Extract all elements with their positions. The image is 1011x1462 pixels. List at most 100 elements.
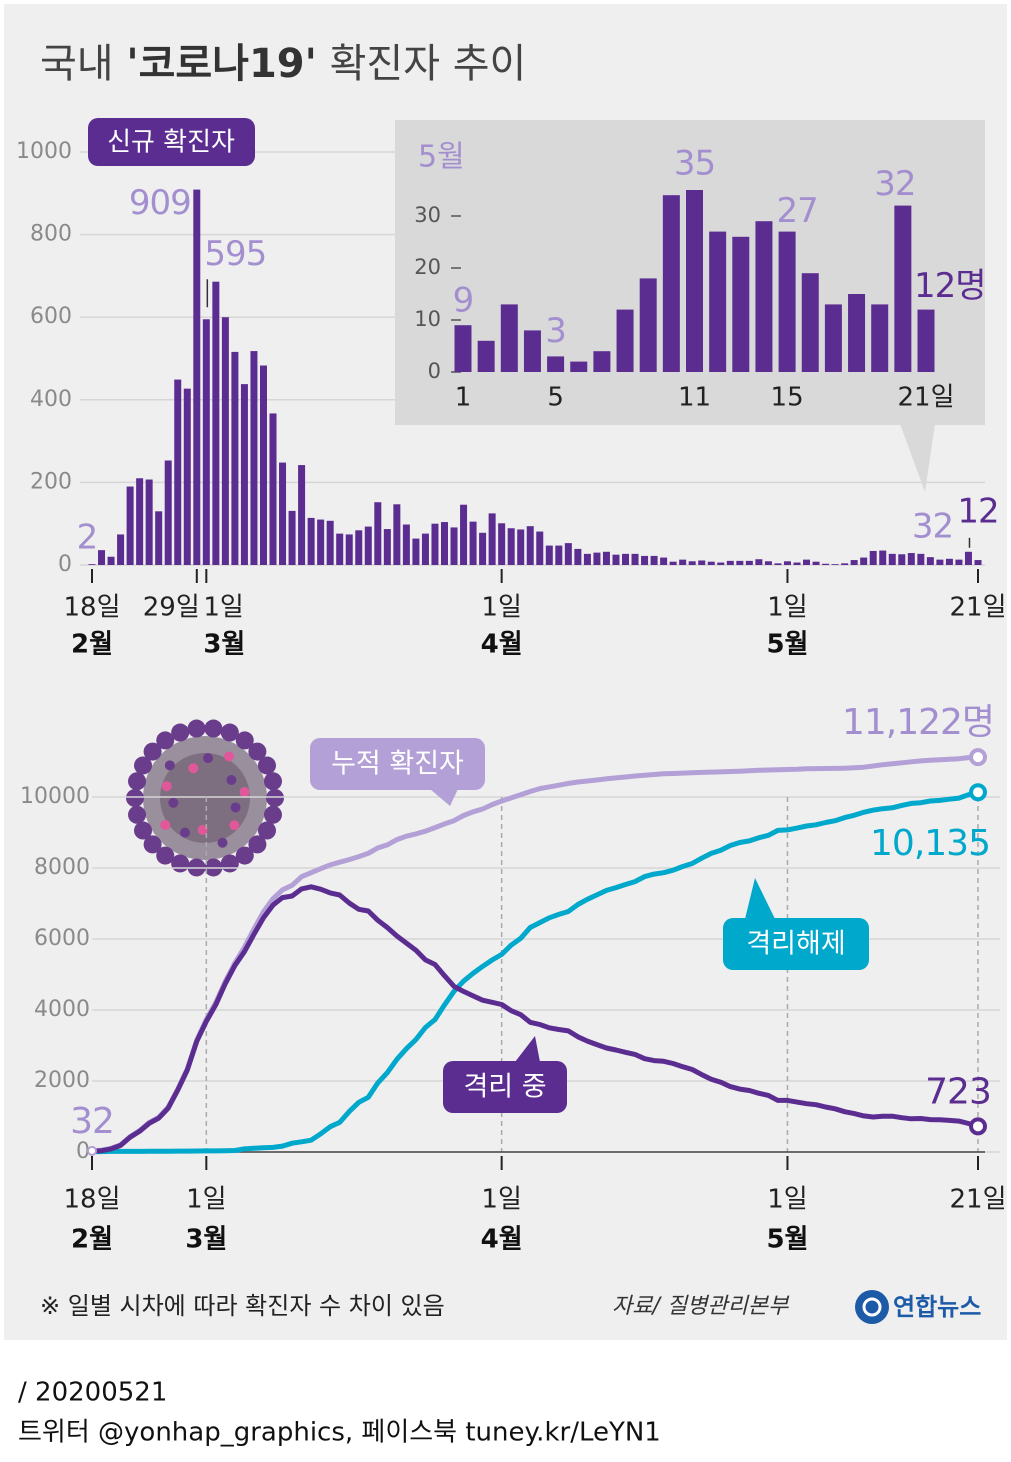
bar [98, 550, 106, 565]
x-tick-label: 18일 [63, 1185, 120, 1215]
x-tick-label: 1일 [481, 1185, 521, 1215]
bar [688, 561, 696, 565]
x-tick-label: 21일 [949, 1185, 1006, 1215]
bar [250, 351, 258, 565]
bar [517, 529, 525, 565]
value-label: 27 [776, 191, 817, 231]
bar [641, 555, 649, 565]
virus-spike [220, 854, 239, 873]
virus-dot [168, 797, 179, 808]
bar [709, 231, 727, 372]
bar [686, 190, 703, 372]
x-tick-label: 1일 [767, 593, 807, 623]
virus-spike [266, 789, 284, 807]
bar [547, 356, 565, 372]
bar [269, 413, 277, 565]
virus-dot [224, 751, 235, 762]
title-highlight: '코로나19' [126, 41, 317, 87]
bar [202, 319, 210, 565]
virus-dot [203, 753, 214, 764]
bar [612, 554, 620, 565]
y-tick-label: 2000 [34, 1068, 90, 1093]
bar [536, 531, 544, 565]
virus-dot [188, 763, 199, 774]
logo-mark [855, 1290, 889, 1324]
chart-title: 신규 확진자 [107, 128, 235, 158]
value-label: 32 [874, 164, 915, 204]
virus-spike [235, 731, 254, 750]
bar [317, 519, 325, 565]
y-tick-label: 800 [30, 222, 72, 247]
bar [650, 555, 658, 565]
bar [907, 553, 915, 565]
month-label: 3월 [185, 1225, 227, 1255]
bar [402, 524, 410, 565]
x-tick-label: 15 [771, 383, 804, 413]
bar [454, 325, 472, 372]
virus-spike [220, 723, 239, 742]
bar [926, 557, 934, 565]
bar [732, 236, 750, 372]
bar [974, 560, 982, 565]
bar [469, 521, 477, 565]
month-label: 5월 [766, 630, 808, 660]
y-tick-label: 10000 [20, 784, 90, 809]
virus-dot [179, 827, 190, 838]
bar [155, 511, 163, 565]
virus-spike [257, 821, 276, 840]
source: 자료/ 질병관리본부 [612, 1294, 790, 1319]
virus-spike [128, 772, 147, 791]
virus-spike [134, 821, 153, 840]
bar [593, 351, 611, 372]
bar [755, 221, 773, 372]
bar [793, 562, 801, 565]
bar [374, 502, 382, 565]
value-label: 12 [957, 492, 998, 532]
value-label: 9 [453, 281, 474, 321]
bar [555, 545, 563, 565]
bar [622, 553, 630, 565]
y-tick-label: 30 [414, 203, 441, 227]
bar [117, 534, 125, 565]
bar [183, 388, 191, 565]
bar [498, 523, 506, 565]
bar [783, 561, 791, 565]
x-tick-label: 29일 [143, 593, 200, 623]
bar [523, 330, 541, 372]
virus-spike [263, 772, 282, 791]
bar [488, 513, 496, 565]
series-badge-pointer [515, 1036, 540, 1062]
y-tick-label: 1000 [16, 139, 72, 164]
bar [336, 533, 344, 565]
bar [212, 281, 220, 565]
bar [326, 520, 334, 565]
value-label: 11,122명 [842, 702, 994, 743]
virus-core [160, 753, 250, 843]
month-label: 4월 [481, 630, 523, 660]
bar [879, 550, 887, 565]
value-label: 909 [129, 183, 191, 223]
bar [174, 379, 182, 565]
bar [88, 564, 96, 565]
logo: 연합뉴스 [855, 1290, 981, 1324]
x-tick-label: 21일 [949, 593, 1006, 623]
bar [421, 533, 429, 565]
bar [288, 510, 296, 565]
bar [259, 365, 267, 565]
social: 트위터 @yonhap_graphics, 페이스북 tuney.kr/LeYN… [18, 1418, 661, 1448]
virus-spike [143, 742, 162, 761]
bar [526, 526, 534, 565]
bar [945, 558, 953, 565]
bar [850, 560, 858, 565]
legend-label: 누적 확진자 [331, 749, 464, 780]
y-tick-label: 6000 [34, 926, 90, 951]
x-tick-label: 5 [547, 383, 564, 413]
bar [440, 522, 448, 565]
bar [231, 351, 239, 565]
y-tick-label: 8000 [34, 855, 90, 880]
virus-spike [171, 723, 190, 742]
bar [460, 504, 468, 565]
